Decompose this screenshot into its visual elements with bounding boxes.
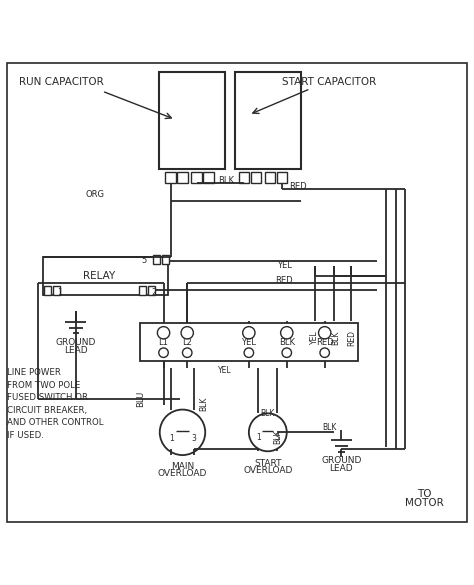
Text: RUN CAPACITOR: RUN CAPACITOR <box>19 77 104 87</box>
Text: RED: RED <box>347 329 356 346</box>
Text: YEL: YEL <box>277 261 292 270</box>
Text: BLK: BLK <box>219 176 235 185</box>
Text: MOTOR: MOTOR <box>405 498 444 508</box>
Bar <box>165 171 176 184</box>
Bar <box>53 286 61 295</box>
Text: BLK: BLK <box>332 331 340 345</box>
Text: OVERLOAD: OVERLOAD <box>158 469 207 478</box>
Bar <box>277 171 287 184</box>
Text: 1: 1 <box>169 433 173 442</box>
Bar <box>265 171 275 184</box>
Text: MAIN: MAIN <box>171 462 194 471</box>
Bar <box>44 286 51 295</box>
Bar <box>177 171 188 184</box>
Text: BLK: BLK <box>273 430 282 444</box>
Text: YEL: YEL <box>310 331 319 345</box>
Bar <box>153 255 160 264</box>
Text: 1: 1 <box>256 432 261 442</box>
Circle shape <box>159 348 168 357</box>
Bar <box>235 72 301 169</box>
Text: L1: L1 <box>159 338 168 347</box>
Text: BLK: BLK <box>279 338 295 347</box>
Circle shape <box>182 348 192 357</box>
Bar <box>239 171 249 184</box>
Text: BLU: BLU <box>136 391 145 407</box>
Circle shape <box>160 410 205 455</box>
Circle shape <box>181 326 193 339</box>
Text: RED: RED <box>316 338 334 347</box>
Bar <box>138 286 146 295</box>
Circle shape <box>281 326 293 339</box>
Text: LEAD: LEAD <box>64 346 88 355</box>
Circle shape <box>319 326 331 339</box>
Text: L2: L2 <box>182 338 192 347</box>
Circle shape <box>244 348 254 357</box>
Text: 2: 2 <box>152 287 157 297</box>
Text: 3: 3 <box>191 433 196 442</box>
Text: GROUND: GROUND <box>321 456 362 465</box>
Circle shape <box>157 326 170 339</box>
Text: GROUND: GROUND <box>55 338 96 346</box>
Text: RED: RED <box>289 181 307 191</box>
Text: BLK: BLK <box>322 423 337 432</box>
Bar <box>203 171 214 184</box>
Text: LEAD: LEAD <box>329 464 353 473</box>
Bar <box>148 286 155 295</box>
Text: ORG: ORG <box>85 190 104 199</box>
Circle shape <box>243 326 255 339</box>
Text: BLK: BLK <box>199 397 208 411</box>
Text: TO: TO <box>417 489 431 499</box>
Text: 3: 3 <box>275 432 280 442</box>
Text: YEL: YEL <box>241 338 256 347</box>
Text: 1: 1 <box>57 287 62 297</box>
Text: RED: RED <box>275 276 293 285</box>
Bar <box>191 171 202 184</box>
Text: RELAY: RELAY <box>83 271 115 281</box>
Text: YEL: YEL <box>219 366 232 375</box>
Text: OVERLOAD: OVERLOAD <box>243 466 292 476</box>
Text: START CAPACITOR: START CAPACITOR <box>282 77 376 87</box>
Bar <box>43 257 168 295</box>
Bar <box>140 324 358 361</box>
Bar <box>251 171 261 184</box>
Text: LINE POWER
FROM TWO POLE
FUSED SWITCH OR
CIRCUIT BREAKER,
AND OTHER CONTROL
IF U: LINE POWER FROM TWO POLE FUSED SWITCH OR… <box>7 369 104 440</box>
Text: 5: 5 <box>142 256 147 265</box>
Text: BLK: BLK <box>261 409 275 418</box>
Circle shape <box>320 348 329 357</box>
Circle shape <box>282 348 292 357</box>
Bar <box>162 255 170 264</box>
Bar <box>159 72 225 169</box>
Text: START: START <box>254 459 282 469</box>
Circle shape <box>249 414 287 451</box>
